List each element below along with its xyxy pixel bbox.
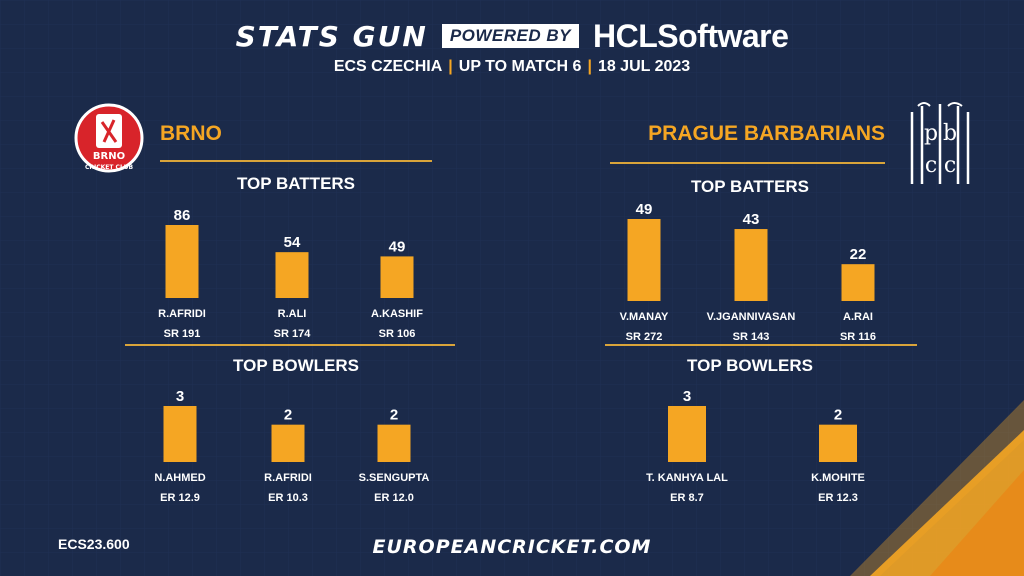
- right-bowlers-title: TOP BOWLERS: [687, 356, 813, 375]
- pb-bowlers-category-label-1: K.MOHITE: [811, 472, 865, 484]
- brno-bowlers-category-label-2: S.SENGUPTA: [359, 472, 430, 484]
- pb-bowlers-category-label-0: T. KANHYA LAL: [646, 472, 728, 484]
- brno-batters-category-label-1: R.ALI: [278, 308, 307, 320]
- right-batters-title: TOP BATTERS: [690, 177, 810, 196]
- team-underline-right: [610, 162, 885, 164]
- pb-batters-value-label-2: 22: [850, 246, 867, 263]
- pb-batters-category-label-1: V.JGANNIVASAN: [707, 311, 796, 323]
- pbc-letter-c1: c: [925, 153, 937, 178]
- brno-bowlers-category-label-0: N.AHMED: [154, 472, 205, 484]
- pb-bowlers-bar-0: [668, 406, 706, 462]
- pbc-letter-p: p: [924, 121, 938, 146]
- pb-batters-bar-0: [627, 219, 661, 301]
- brno-bowlers-bar-1: [271, 424, 305, 462]
- pb-batters-bar-1: [734, 229, 768, 301]
- brno-logo-name: BRNO: [93, 151, 125, 162]
- footer-site: EUROPEANCRICKET.COM: [372, 536, 652, 558]
- pb-batters-category-label-2: A.RAI: [843, 311, 873, 323]
- pb-batters-chart: 49 V.MANAY SR 272 43 V.JGANNIVASAN SR 143 22 A.…: [620, 201, 876, 343]
- brno-bowlers-sub-label-1: ER 10.3: [268, 492, 308, 504]
- brno-bowlers-category-label-1: R.AFRIDI: [264, 472, 312, 484]
- brno-bowlers-bar-0: [163, 406, 197, 462]
- pb-bowlers-value-label-1: 2: [834, 407, 842, 424]
- brno-bowlers-chart: 3 N.AHMED ER 12.9 2 R.AFRIDI ER 10.3 2 S.SENGUP…: [154, 388, 430, 504]
- brno-bowlers-sub-label-2: ER 12.0: [374, 492, 414, 504]
- section-divider-right: [605, 344, 917, 346]
- brno-batters-sub-label-1: SR 174: [274, 328, 312, 340]
- brno-batters-bar-0: [165, 225, 199, 298]
- footer-code: ECS23.600: [58, 536, 130, 552]
- pb-bowlers-value-label-0: 3: [683, 388, 691, 405]
- subtitle-separator: |: [587, 58, 592, 75]
- team-underline-left: [160, 160, 432, 162]
- brno-batters-chart: 86 R.AFRIDI SR 191 54 R.ALI SR 174 49 A.KASHIF S…: [158, 207, 423, 340]
- subtitle-range: UP TO MATCH 6: [458, 58, 582, 75]
- header-title-row: STATS GUN POWERED BY HCLSoftware: [0, 16, 1024, 56]
- pb-bowlers-chart: 3 T. KANHYA LAL ER 8.7 2 K.MOHITE ER 12.3: [646, 388, 865, 504]
- brno-batters-sub-label-0: SR 191: [164, 328, 201, 340]
- pb-batters-category-label-0: V.MANAY: [620, 311, 669, 323]
- pb-bowlers-bar-1: [819, 424, 857, 462]
- prague-barbarians-logo: p b c c: [910, 102, 970, 184]
- subtitle-date: 18 JUL 2023: [597, 58, 691, 75]
- brno-bowlers-value-label-0: 3: [176, 388, 184, 405]
- subtitle: ECS CZECHIA | UP TO MATCH 6 | 18 JUL 2023: [0, 58, 1024, 76]
- brno-batters-bar-1: [275, 252, 309, 298]
- team-name-left: BRNO: [160, 122, 222, 145]
- pbc-letter-c2: c: [944, 153, 956, 178]
- section-divider-left: [125, 344, 455, 346]
- brand-title: STATS GUN: [235, 19, 428, 53]
- brno-batters-category-label-0: R.AFRIDI: [158, 308, 206, 320]
- pb-batters-value-label-1: 43: [743, 211, 760, 228]
- left-batters-title: TOP BATTERS: [236, 174, 356, 193]
- pb-batters-bar-2: [841, 264, 875, 301]
- team-name-right: PRAGUE BARBARIANS: [648, 122, 885, 145]
- brno-logo-subtext: CRICKET CLUB: [85, 164, 133, 171]
- brno-bowlers-bar-2: [377, 424, 411, 462]
- pb-batters-value-label-0: 49: [636, 201, 653, 218]
- brno-batters-category-label-2: A.KASHIF: [371, 308, 423, 320]
- brno-bowlers-sub-label-0: ER 12.9: [160, 492, 200, 504]
- brno-batters-sub-label-2: SR 106: [379, 328, 416, 340]
- pb-bowlers-sub-label-0: ER 8.7: [670, 492, 704, 504]
- brno-club-logo: BRNO CRICKET CLUB: [74, 103, 144, 173]
- brno-bowlers-value-label-1: 2: [284, 407, 292, 424]
- pb-batters-sub-label-0: SR 272: [626, 331, 663, 343]
- pb-bowlers-sub-label-1: ER 12.3: [818, 492, 858, 504]
- brno-batters-value-label-2: 49: [389, 238, 406, 255]
- pb-batters-sub-label-2: SR 116: [840, 331, 876, 343]
- subtitle-league: ECS CZECHIA: [333, 58, 443, 75]
- sponsor-logo-text: HCLSoftware: [593, 17, 789, 54]
- left-bowlers-title: TOP BOWLERS: [233, 356, 359, 375]
- pb-batters-sub-label-1: SR 143: [733, 331, 770, 343]
- brno-batters-value-label-1: 54: [284, 234, 301, 251]
- brno-bowlers-value-label-2: 2: [390, 407, 398, 424]
- brno-batters-value-label-0: 86: [174, 207, 191, 224]
- powered-by-badge: POWERED BY: [441, 24, 580, 48]
- subtitle-separator: |: [448, 58, 453, 75]
- brno-batters-bar-2: [380, 256, 414, 298]
- pbc-letter-b: b: [943, 121, 957, 146]
